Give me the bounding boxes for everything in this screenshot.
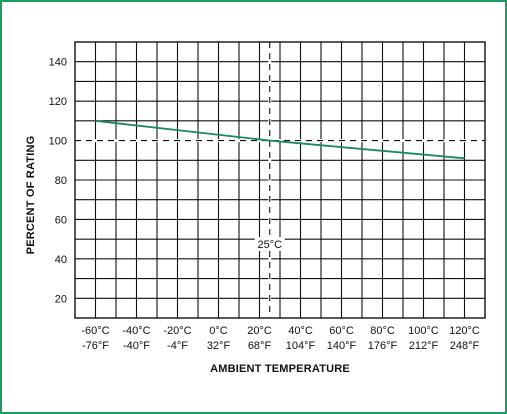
x-tick-label-celsius: 0°C (209, 325, 228, 337)
x-tick-label-celsius: 60°C (329, 325, 354, 337)
x-tick-label-fahrenheit: 176°F (368, 340, 398, 352)
x-tick-label-celsius: 120°C (449, 325, 480, 337)
x-tick-label-celsius: 40°C (288, 325, 313, 337)
x-tick-label-fahrenheit: 248°F (450, 340, 480, 352)
x-axis-title: AMBIENT TEMPERATURE (210, 363, 350, 375)
x-tick-label-celsius: 100°C (408, 325, 439, 337)
x-tick-label-fahrenheit: -40°F (123, 340, 150, 352)
series-line (95, 119, 465, 160)
y-tick-label: 80 (55, 175, 67, 187)
y-tick-label: 20 (55, 293, 67, 305)
y-tick-label: 40 (55, 254, 67, 266)
y-tick-label: 120 (49, 96, 67, 108)
x-tick-label-fahrenheit: 212°F (409, 340, 439, 352)
reference-lines (75, 42, 485, 318)
x-tick-label-fahrenheit: -4°F (167, 340, 188, 352)
x-tick-label-fahrenheit: 140°F (327, 340, 357, 352)
series-layer (95, 119, 465, 160)
x-tick-labels: -60°C -76°F -40°C -40°F -20°C -4°F 0°C 32°F 20°C… (81, 325, 480, 352)
x-tick-label-fahrenheit: 32°F (207, 340, 231, 352)
x-tick-label-celsius: 20°C (247, 325, 272, 337)
x-tick-label-celsius: -40°C (122, 325, 150, 337)
y-tick-label: 100 (49, 136, 67, 148)
x-tick-label-fahrenheit: 68°F (248, 340, 272, 352)
y-tick-label: 60 (55, 214, 67, 226)
x-tick-label-fahrenheit: -76°F (82, 340, 109, 352)
x-tick-label-celsius: -20°C (163, 325, 191, 337)
plot-border (74, 41, 486, 319)
y-axis-title: PERCENT OF RATING (25, 136, 37, 255)
reference-label-backing (254, 237, 285, 252)
y-tick-label: 140 (49, 57, 67, 69)
x-tick-label-fahrenheit: 104°F (286, 340, 316, 352)
x-tick-label-celsius: -60°C (81, 325, 109, 337)
grid-lines (75, 42, 485, 318)
y-tick-labels: 20 40 60 80 100 120 140 (49, 57, 67, 306)
x-tick-label-celsius: 80°C (370, 325, 395, 337)
reference-temperature-label: 25°C (257, 239, 282, 251)
